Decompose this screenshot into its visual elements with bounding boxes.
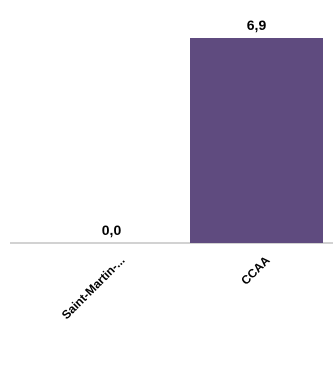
- value-label-2: 6,9: [247, 17, 267, 33]
- category-label-2: CCAA: [238, 253, 273, 288]
- value-label-1: 0,0: [102, 222, 122, 238]
- category-label-1: Saint-Martin-...: [59, 253, 128, 322]
- bar-2: [190, 38, 323, 243]
